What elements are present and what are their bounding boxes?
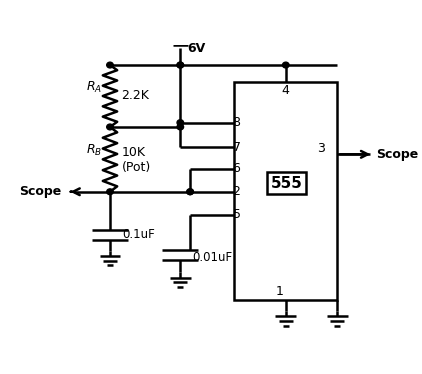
Text: Scope: Scope	[19, 185, 61, 198]
Text: Scope: Scope	[376, 148, 419, 161]
Text: 0.1uF: 0.1uF	[122, 229, 155, 242]
Circle shape	[107, 189, 113, 194]
Circle shape	[107, 124, 113, 130]
Bar	[234, 82, 337, 300]
Text: $R_A$: $R_A$	[86, 80, 102, 95]
Text: 4: 4	[281, 85, 289, 98]
Text: 2.2K: 2.2K	[122, 89, 149, 102]
Circle shape	[177, 120, 184, 126]
Text: 1: 1	[276, 285, 284, 298]
Circle shape	[187, 189, 193, 194]
Circle shape	[187, 189, 193, 194]
Text: 10K: 10K	[122, 145, 146, 159]
Text: 8: 8	[233, 116, 241, 129]
Circle shape	[282, 62, 289, 68]
Text: 6: 6	[233, 162, 241, 175]
Text: 7: 7	[233, 141, 241, 154]
Text: 6V: 6V	[187, 42, 205, 55]
Circle shape	[177, 124, 184, 130]
Text: 5: 5	[233, 208, 241, 221]
Circle shape	[107, 62, 113, 68]
Text: 555: 555	[271, 176, 303, 191]
Text: 2: 2	[233, 185, 241, 198]
Text: $R_B$: $R_B$	[86, 143, 102, 158]
Text: 3: 3	[317, 142, 325, 155]
Text: 0.01uF: 0.01uF	[193, 251, 233, 264]
Circle shape	[177, 62, 184, 68]
Circle shape	[177, 62, 184, 68]
Text: (Pot): (Pot)	[122, 162, 151, 175]
